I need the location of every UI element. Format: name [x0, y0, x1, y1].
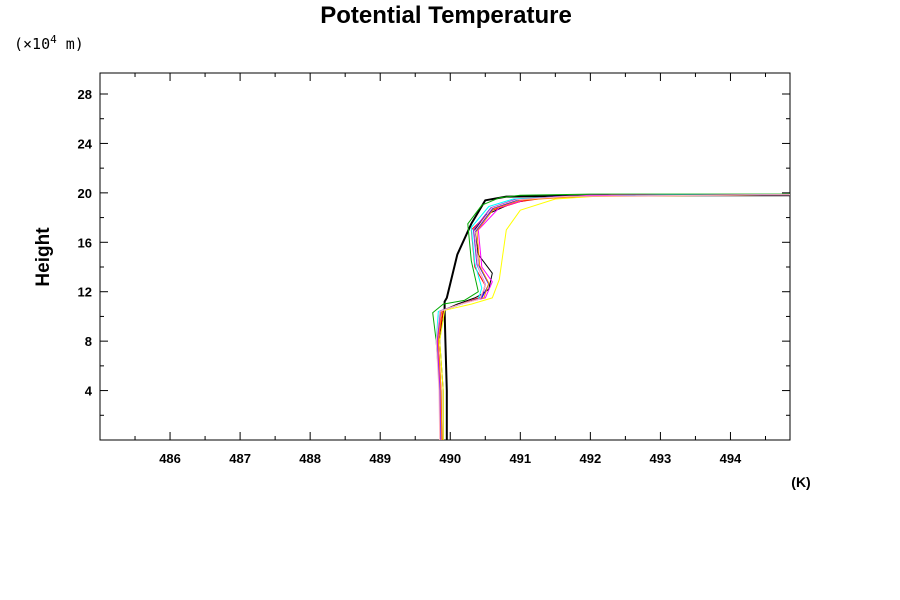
series-line-8	[435, 194, 791, 441]
series-line-7	[437, 194, 791, 441]
y-scale-note-prefix: (×10	[14, 35, 50, 53]
y-tick-label: 12	[78, 285, 92, 300]
series-line-2	[439, 194, 791, 440]
x-tick-label: 492	[580, 451, 602, 466]
x-tick-label: 490	[439, 451, 461, 466]
series-line-3	[437, 194, 791, 441]
x-tick-labels: 486 487 488 489 490 491 492 493 494	[159, 451, 742, 466]
x-tick-label: 486	[159, 451, 181, 466]
plot-frame	[99, 72, 791, 441]
x-tick-label: 491	[509, 451, 531, 466]
x-tick-label: 493	[650, 451, 672, 466]
y-scale-note: (×104 m)	[14, 33, 84, 53]
y-scale-note-suffix: m)	[57, 35, 84, 53]
y-tick-label: 20	[78, 186, 92, 201]
series-line-5	[437, 194, 791, 441]
y-tick-labels: 4 8 12 16 20 24 28	[78, 87, 93, 399]
y-axis-label: Height	[33, 227, 54, 287]
y-scale-note-exponent: 4	[50, 33, 57, 46]
series-lines	[432, 193, 791, 441]
series-line-10	[436, 194, 791, 441]
y-tick-label: 28	[78, 87, 92, 102]
chart-title: Potential Temperature	[320, 2, 572, 29]
series-line-9	[437, 194, 791, 441]
y-tick-label: 8	[85, 334, 92, 349]
x-tick-label: 494	[720, 451, 742, 466]
x-tick-label: 489	[369, 451, 391, 466]
axis-ticks	[99, 73, 790, 440]
series-line-6	[439, 194, 791, 440]
y-tick-label: 24	[78, 136, 93, 151]
x-tick-label: 487	[229, 451, 251, 466]
y-tick-label: 4	[85, 384, 93, 399]
series-line-4	[432, 193, 790, 441]
x-tick-label: 488	[299, 451, 321, 466]
y-tick-label: 16	[78, 235, 92, 250]
series-line-1	[443, 194, 790, 440]
x-axis-unit: (K)	[791, 474, 810, 490]
series-line-11	[435, 194, 791, 441]
